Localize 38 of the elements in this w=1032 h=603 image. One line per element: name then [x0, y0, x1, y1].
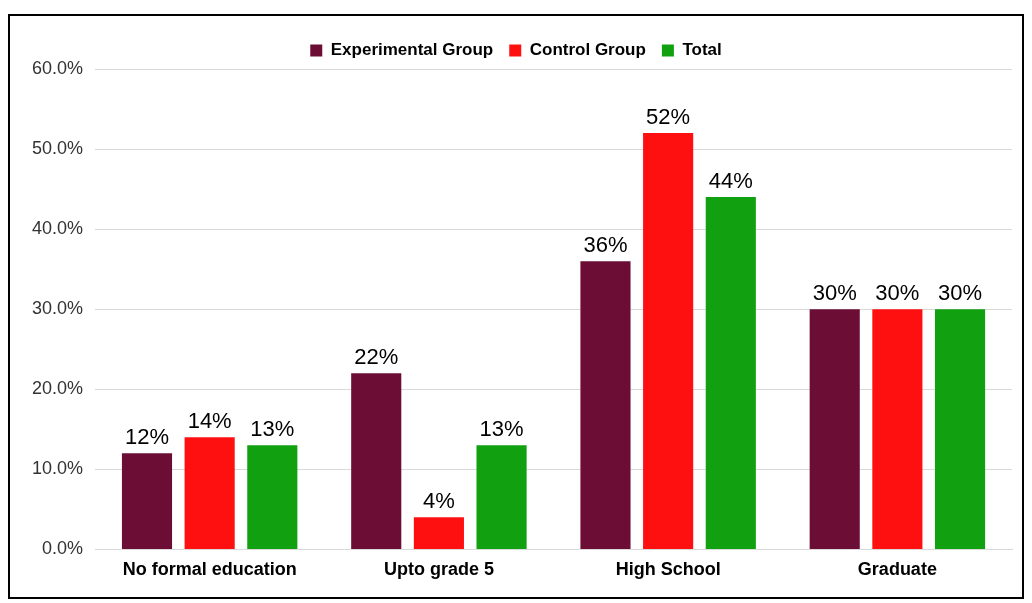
- y-tick-label: 0.0%: [42, 538, 84, 559]
- data-label: 12%: [124, 424, 170, 450]
- data-label: 22%: [354, 344, 399, 370]
- data-label: 30%: [875, 280, 920, 306]
- data-label: 30%: [812, 280, 857, 306]
- bar: [643, 133, 694, 549]
- x-tick-label: High School: [615, 559, 721, 580]
- legend-label: Experimental Group: [330, 40, 494, 60]
- bar: [476, 445, 527, 549]
- data-label: 14%: [187, 408, 232, 434]
- bar: [580, 261, 631, 549]
- bar: [413, 517, 464, 549]
- x-tick-label: Upto grade 5: [383, 559, 494, 580]
- bar: [809, 309, 860, 549]
- legend-label: Total: [682, 40, 722, 60]
- data-label: 13%: [250, 416, 295, 442]
- y-tick-label: 30.0%: [31, 298, 84, 319]
- bar: [934, 309, 986, 549]
- y-tick-label: 40.0%: [31, 218, 84, 239]
- data-label: 13%: [479, 416, 524, 442]
- data-label: 4%: [423, 488, 455, 514]
- y-tick-label: 50.0%: [31, 138, 84, 159]
- x-tick-label: Graduate: [857, 559, 937, 580]
- bar: [247, 445, 298, 549]
- data-label: 52%: [646, 104, 691, 130]
- data-label: 36%: [583, 232, 628, 258]
- data-label: 30%: [938, 280, 983, 306]
- bar: [184, 437, 235, 549]
- legend-label: Control Group: [529, 40, 646, 60]
- y-tick-label: 60.0%: [31, 57, 84, 78]
- bar: [872, 309, 923, 549]
- bar: [351, 373, 402, 549]
- y-tick-label: 20.0%: [31, 378, 84, 399]
- data-label: 44%: [708, 168, 753, 194]
- y-tick-label: 10.0%: [31, 458, 84, 479]
- bar: [705, 197, 756, 549]
- bar: [121, 453, 173, 549]
- x-tick-label: No formal education: [122, 559, 297, 580]
